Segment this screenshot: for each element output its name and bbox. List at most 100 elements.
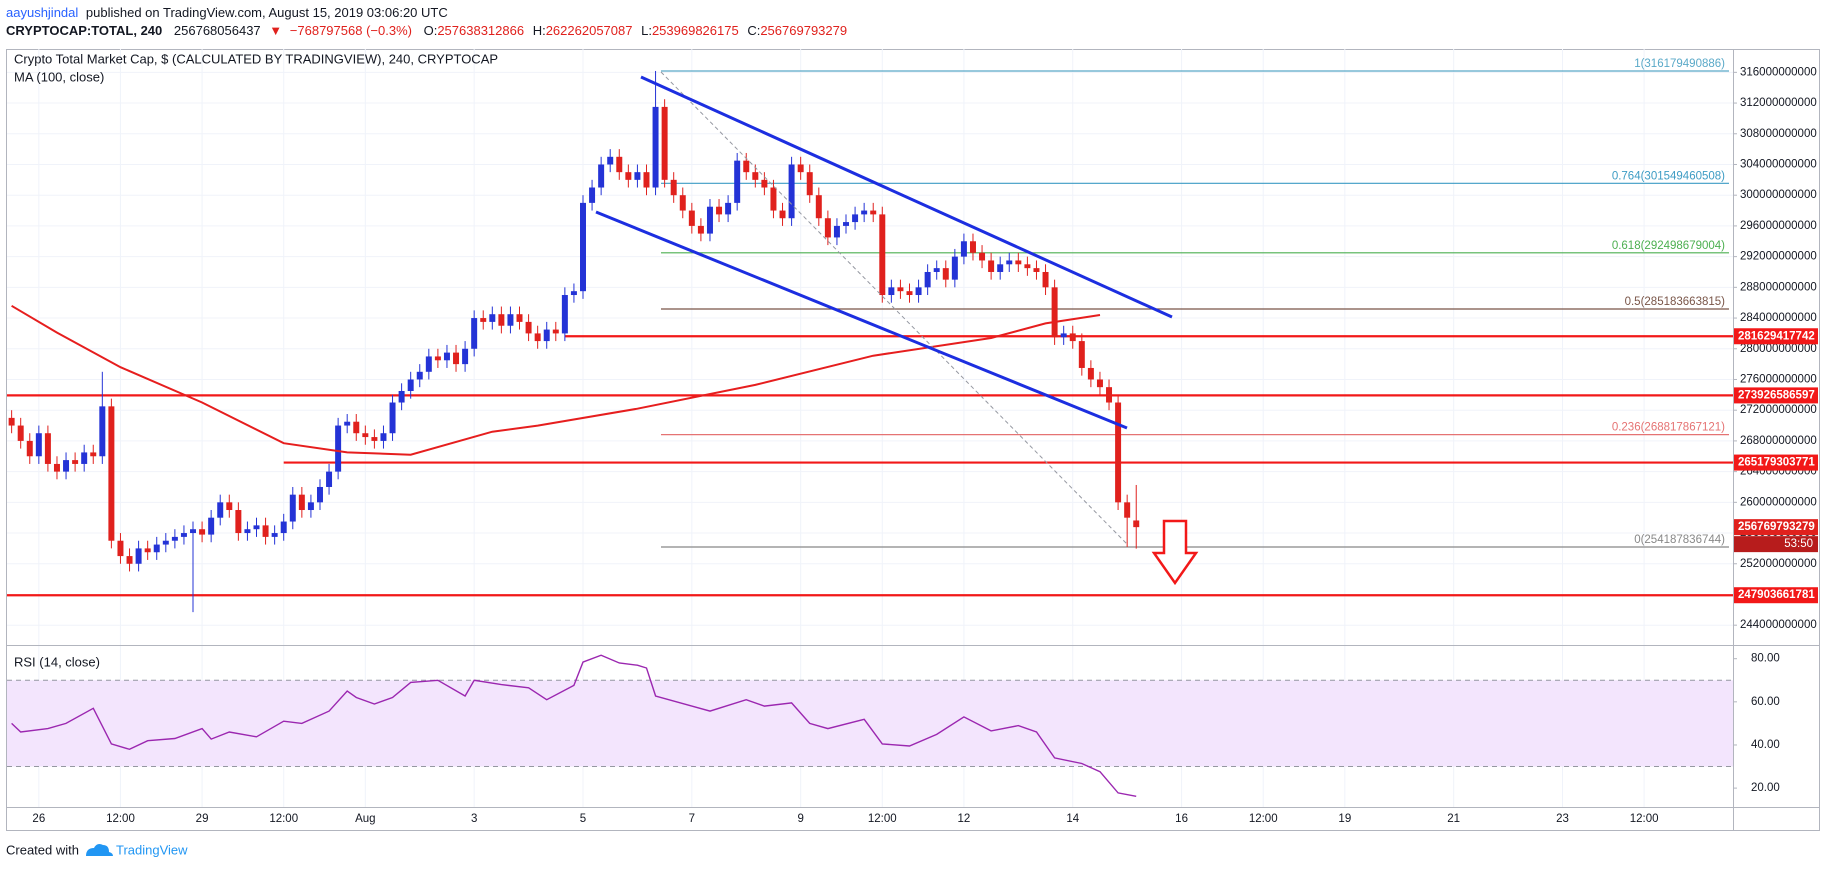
candle-body bbox=[407, 379, 414, 391]
y-tick-label: 308000000000 bbox=[1740, 128, 1817, 140]
candle-body bbox=[8, 417, 15, 426]
candle-body bbox=[1060, 333, 1067, 338]
candle-body bbox=[706, 206, 713, 234]
candle-body bbox=[26, 440, 33, 457]
candle-body bbox=[326, 471, 333, 487]
level-price-label: 273926586597 bbox=[1738, 389, 1815, 401]
candle-body bbox=[679, 195, 686, 211]
candle-body bbox=[616, 156, 623, 173]
x-tick-label: 7 bbox=[689, 813, 695, 825]
y-tick-label: 316000000000 bbox=[1740, 66, 1817, 78]
level-price-label-box bbox=[1734, 454, 1818, 471]
rsi-line bbox=[11, 654, 1137, 797]
candle-body bbox=[489, 314, 496, 322]
y-tick-label: 288000000000 bbox=[1740, 281, 1817, 293]
y-tick-label: 40.00 bbox=[1751, 739, 1780, 751]
fib-label: 0.236(268817867121) bbox=[1612, 422, 1725, 434]
y-tick-label: 260000000000 bbox=[1740, 496, 1817, 508]
candle-body bbox=[1015, 260, 1022, 265]
author[interactable]: aayushjindal bbox=[6, 5, 78, 20]
candle-body bbox=[942, 268, 949, 280]
candle-body bbox=[35, 433, 42, 457]
candle-body bbox=[443, 352, 450, 361]
candle-body bbox=[289, 494, 296, 522]
candle-body bbox=[1124, 502, 1131, 518]
candle-body bbox=[398, 390, 405, 403]
candle-body bbox=[416, 371, 423, 380]
x-tick-label: 12:00 bbox=[269, 813, 298, 825]
fib-label: 0.618(292498679004) bbox=[1612, 240, 1725, 252]
level-price-label-box bbox=[1734, 328, 1818, 345]
candle-body bbox=[1024, 264, 1031, 269]
x-tick-label: 5 bbox=[580, 813, 586, 825]
candle-body bbox=[861, 210, 868, 215]
fib-label: 1(316179490886) bbox=[1634, 58, 1725, 70]
candle-body bbox=[1115, 402, 1122, 503]
footer-brand[interactable]: TradingView bbox=[116, 842, 188, 857]
candle-body bbox=[580, 202, 586, 292]
candle-body bbox=[126, 556, 133, 564]
candle-body bbox=[81, 452, 88, 464]
level-price-label-box bbox=[1734, 387, 1818, 404]
candle-body bbox=[933, 268, 940, 272]
candle-body bbox=[761, 179, 768, 188]
candle-body bbox=[63, 460, 70, 472]
candle-body bbox=[335, 425, 342, 472]
x-tick-label: 23 bbox=[1556, 813, 1569, 825]
candle-body bbox=[716, 206, 723, 215]
candle-body bbox=[924, 271, 931, 288]
candle-body bbox=[53, 463, 60, 472]
candle-body bbox=[843, 222, 850, 226]
candle-body bbox=[1106, 387, 1113, 403]
x-tick-label: 26 bbox=[32, 813, 45, 825]
candle-body bbox=[1096, 379, 1103, 388]
candle-body bbox=[797, 164, 804, 173]
last-price-label: 256769793279 bbox=[1738, 521, 1815, 533]
candle-body bbox=[235, 510, 242, 534]
candle-body bbox=[806, 172, 813, 196]
drawings bbox=[595, 71, 1199, 586]
x-tick-label: Aug bbox=[355, 813, 375, 825]
y-tick-label: 20.00 bbox=[1751, 782, 1780, 794]
ohlc-label: L: bbox=[641, 23, 652, 38]
candle-body bbox=[725, 202, 732, 215]
x-tick-label: 12:00 bbox=[1630, 813, 1659, 825]
candle-body bbox=[271, 533, 278, 537]
candle-body bbox=[534, 333, 541, 342]
candle-body bbox=[607, 156, 614, 165]
y-tick-label: 296000000000 bbox=[1740, 220, 1817, 232]
candle-body bbox=[988, 260, 995, 272]
candle-body bbox=[661, 106, 668, 180]
candle-body bbox=[643, 172, 650, 188]
candle-body bbox=[208, 517, 215, 535]
ohlc-label: H: bbox=[533, 23, 546, 38]
rsi-pane bbox=[7, 654, 1733, 797]
symbol-line: CRYPTOCAP:TOTAL, 240 256768056437 ▼ −768… bbox=[6, 23, 847, 38]
candle-body bbox=[1069, 333, 1076, 342]
tradingview-logo[interactable] bbox=[86, 844, 113, 856]
candle-body bbox=[688, 210, 695, 226]
publish-line: aayushjindal published on TradingView.co… bbox=[6, 5, 448, 20]
candle-body bbox=[380, 433, 387, 441]
countdown: 53:50 bbox=[1784, 538, 1813, 550]
y-tick-label: 300000000000 bbox=[1740, 189, 1817, 201]
candle-body bbox=[171, 536, 178, 541]
candle-body bbox=[1033, 268, 1040, 272]
candle-body bbox=[99, 406, 106, 457]
candle-body bbox=[779, 210, 786, 219]
candle-body bbox=[434, 356, 441, 361]
chart-title: Crypto Total Market Cap, $ (CALCULATED B… bbox=[14, 51, 498, 66]
y-tick-label: 276000000000 bbox=[1740, 374, 1817, 386]
x-tick-label: 16 bbox=[1175, 813, 1188, 825]
candle-body bbox=[462, 348, 469, 365]
level-price-label: 281629417742 bbox=[1738, 330, 1815, 342]
ohlc-value: 262262057087 bbox=[546, 23, 633, 38]
candle-body bbox=[561, 295, 568, 334]
candle-body bbox=[153, 544, 160, 553]
candle-body bbox=[824, 218, 831, 238]
ohlc-value: 256769793279 bbox=[760, 23, 847, 38]
x-tick-label: 19 bbox=[1338, 813, 1351, 825]
rsi-band bbox=[7, 680, 1733, 767]
candle-body bbox=[108, 406, 115, 541]
level-price-label: 247903661781 bbox=[1738, 589, 1815, 601]
